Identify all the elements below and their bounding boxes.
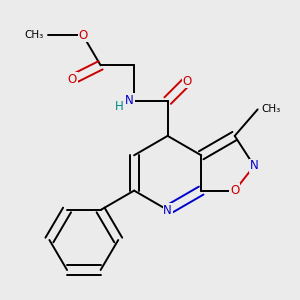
Text: H: H xyxy=(115,100,124,113)
Text: N: N xyxy=(250,159,259,172)
Text: CH₃: CH₃ xyxy=(25,30,44,40)
Text: N: N xyxy=(125,94,134,107)
Text: O: O xyxy=(182,75,192,88)
Text: N: N xyxy=(163,203,172,217)
Text: O: O xyxy=(68,73,77,86)
Text: O: O xyxy=(230,184,239,197)
Text: CH₃: CH₃ xyxy=(261,104,280,114)
Text: O: O xyxy=(78,29,88,42)
